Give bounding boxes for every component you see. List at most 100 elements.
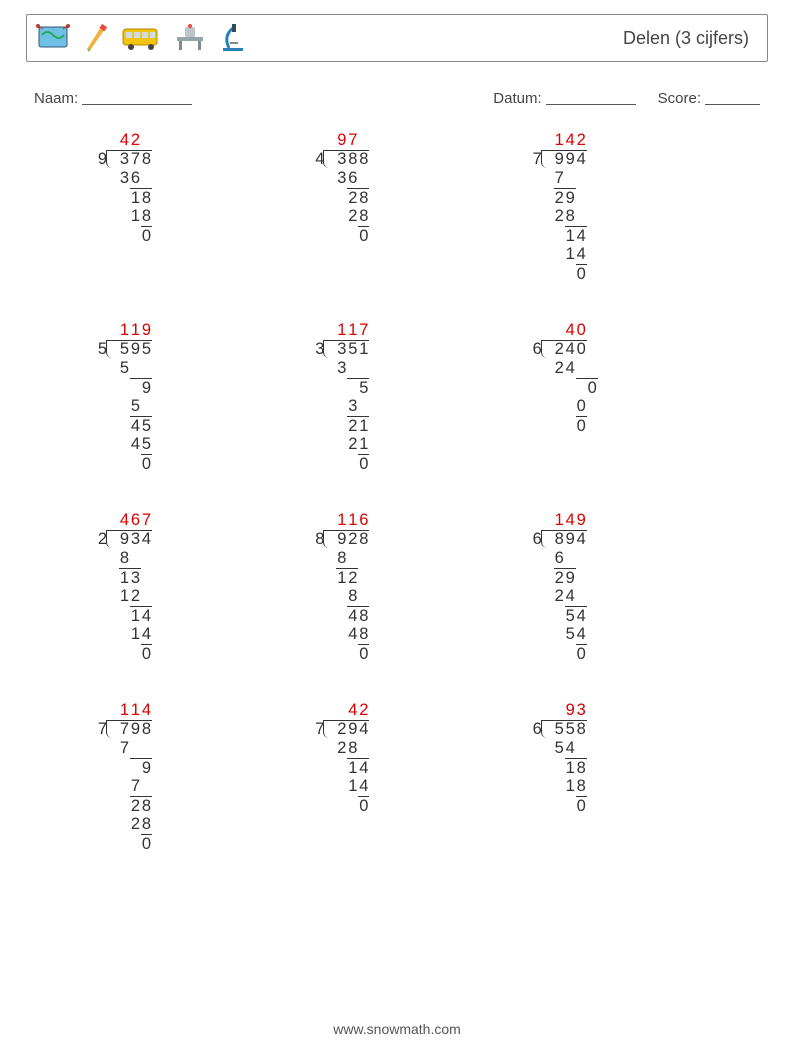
digit-cell [86,720,97,739]
digit-cell [108,226,119,245]
digit-cell [314,378,325,397]
digit-cell [314,511,325,530]
digit-cell: 1 [358,416,369,435]
digit-cell: 2 [336,720,347,739]
digit-cell [86,834,97,853]
digit-cell [521,150,532,169]
digit-cell [108,511,119,530]
digit-cell [303,796,314,815]
division-problem: 119559559545450 [86,321,293,473]
work-line: 28 [303,207,510,226]
digit-cell: 0 [587,378,598,397]
digit-cell [86,815,97,834]
digit-cell [314,739,325,758]
digit-cell [119,378,130,397]
digit-cell [543,397,554,416]
digit-cell [543,530,554,549]
work-line: 4388 [303,150,510,169]
digit-cell: 4 [565,131,576,150]
digit-cell [86,150,97,169]
digit-cell: 0 [576,796,587,815]
digit-cell: 9 [554,150,565,169]
digit-cell: 4 [576,245,587,264]
work-line: 21 [303,435,510,454]
digit-cell [543,378,554,397]
digit-cell [303,777,314,796]
digit-cell: 4 [358,720,369,739]
division-problem: 4293783618180 [86,131,293,283]
digit-cell [325,568,336,587]
digit-cell [86,321,97,340]
digit-cell: 4 [358,777,369,796]
digit-cell [97,397,108,416]
digit-cell [97,378,108,397]
digit-cell [565,644,576,663]
digit-cell: 9 [141,378,152,397]
digit-cell: 8 [119,549,130,568]
digit-cell: 1 [554,131,565,150]
digit-cell [86,606,97,625]
digit-cell [554,701,565,720]
digit-cell [108,834,119,853]
digit-cell [130,834,141,853]
digit-cell [325,530,336,549]
digit-cell [97,834,108,853]
digit-cell: 8 [358,530,369,549]
digit-cell: 8 [576,777,587,796]
footer-url: www.snowmath.com [0,1021,794,1037]
digit-cell [97,568,108,587]
digit-cell: 8 [347,587,358,606]
digit-cell: 4 [130,435,141,454]
digit-cell: 1 [130,625,141,644]
digit-cell: 1 [130,701,141,720]
work-line: 0 [303,454,510,473]
digit-cell [86,644,97,663]
work-line: 29 [521,188,728,207]
digit-cell [108,188,119,207]
digit-cell: 1 [119,587,130,606]
digit-cell [314,131,325,150]
digit-cell: 2 [347,568,358,587]
digit-cell [532,511,543,530]
digit-cell: 2 [554,568,565,587]
work-line: 42 [303,701,510,720]
digit-cell [325,606,336,625]
digit-cell: 1 [565,777,576,796]
work-line: 14 [521,245,728,264]
digit-cell [554,264,565,283]
date-blank[interactable] [546,90,636,105]
work-line: 3 [303,397,510,416]
digit-cell [303,150,314,169]
score-blank[interactable] [705,90,760,105]
digit-cell: 4 [565,359,576,378]
work-line: 28 [303,739,510,758]
digit-cell [108,131,119,150]
digit-cell [532,625,543,644]
work-line: 142 [521,131,728,150]
digit-cell [521,758,532,777]
work-line: 14 [303,758,510,777]
digit-cell [86,530,97,549]
digit-cell [86,454,97,473]
work-line: 6 [521,549,728,568]
work-line: 18 [521,758,728,777]
digit-cell [86,549,97,568]
digit-cell: 4 [576,530,587,549]
digit-cell [532,359,543,378]
digit-cell [303,739,314,758]
work-line: 7994 [521,150,728,169]
digit-cell: 8 [554,530,565,549]
digit-cell [314,207,325,226]
digit-cell: 1 [565,245,576,264]
digit-cell: 5 [347,340,358,359]
digit-cell [97,758,108,777]
digit-cell [325,625,336,644]
digit-cell [314,416,325,435]
digit-cell [532,245,543,264]
digit-cell: 8 [358,207,369,226]
digit-cell [303,416,314,435]
work-line: 40 [521,321,728,340]
name-blank[interactable] [82,90,192,105]
digit-cell: 4 [347,625,358,644]
digit-cell [86,511,97,530]
